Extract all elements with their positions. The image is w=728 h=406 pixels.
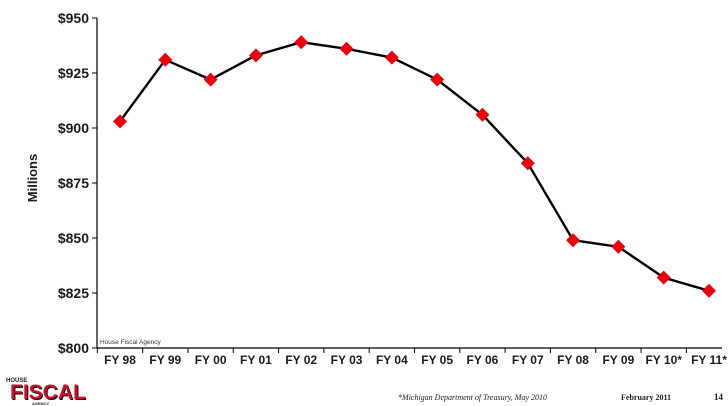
data-point-marker [203,72,218,87]
y-tick-label: $875 [58,175,89,191]
x-axis: FY 98 FY 99 FY 00 FY 01 FY 02 FY 03 FY 04 FY 05… [96,347,727,367]
x-tick-label: FY 09 [602,353,634,367]
x-tick-label: FY 00 [195,353,227,367]
data-point-marker [520,156,535,171]
y-axis-title: Millions [25,154,40,202]
data-point-marker [656,270,671,285]
data-point-marker [158,52,173,67]
x-tick-label: FY 07 [512,353,544,367]
x-tick-label: FY 02 [285,353,317,367]
data-point-marker [248,48,263,63]
data-point-marker [113,114,127,129]
data-point-marker [294,35,309,50]
y-tick-label: $850 [58,230,89,246]
series-group [113,35,716,298]
logo-bottom-text: AGENCY [32,401,50,406]
data-point-marker [566,233,581,248]
page-number: 14 [714,392,723,402]
y-tick-label: $950 [58,10,89,26]
x-tick-label: FY 11* [691,353,727,367]
y-tick-label: $925 [58,65,89,81]
data-point-marker [611,239,626,254]
x-tick-label: FY 04 [376,353,408,367]
series-line [119,41,710,292]
x-tick-label: FY 08 [557,353,589,367]
x-tick-label: FY 99 [149,353,181,367]
x-tick-label: FY 05 [421,353,453,367]
y-tick-label: $900 [58,120,89,136]
data-point-marker [384,50,399,65]
x-tick-label: FY 10* [645,353,682,367]
x-tick-label: FY 98 [104,353,136,367]
data-point-marker [430,72,445,87]
house-fiscal-agency-logo: HOUSE FISCAL AGENCY [4,376,108,406]
y-tick-label: $800 [58,340,89,356]
footer-date: February 2011 [621,393,671,402]
chart-source-note: House Fiscal Agency [100,339,161,346]
logo-top-text: HOUSE [6,378,28,384]
y-axis: $800 $825 $850 $875 $900 $925 $950 [58,10,98,356]
data-point-marker [475,107,490,122]
data-point-marker [702,283,716,298]
logo-main-text: FISCAL [10,381,86,404]
footer-source-note: *Michigan Department of Treasury, May 20… [398,393,548,402]
data-point-marker [339,41,354,56]
y-tick-label: $825 [58,285,89,301]
x-tick-label: FY 01 [240,353,272,367]
x-tick-label: FY 06 [467,353,499,367]
x-tick-label: FY 03 [331,353,363,367]
